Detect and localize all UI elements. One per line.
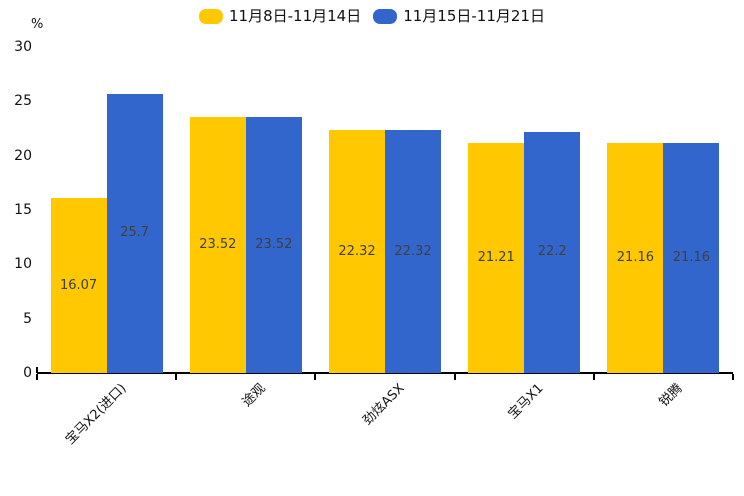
- x-category-label-1: 宝马X2(进口): [62, 381, 130, 448]
- y-axis-unit-label: %: [31, 17, 44, 32]
- bar-value-label: 21.21: [477, 249, 515, 265]
- bar-series1-2: [189, 117, 246, 373]
- x-axis-tick: [175, 374, 178, 380]
- bar-value-label: 22.32: [394, 243, 432, 259]
- bar-value-label: 22.2: [537, 244, 567, 260]
- bar-series1-5: [607, 143, 664, 373]
- y-tick-label-20: 20: [14, 147, 32, 164]
- bar-value-label: 16.07: [59, 277, 98, 293]
- bar-series2-2: [245, 117, 302, 373]
- legend-label-week2: 11月15日-11月21日: [403, 7, 545, 25]
- x-category-label-2: 途观: [239, 381, 269, 411]
- x-category-label-4: 宝马X1: [505, 381, 547, 423]
- y-tick-label-10: 10: [14, 256, 32, 273]
- bar-value-label: 23.52: [199, 237, 237, 253]
- bar-value-label: 22.32: [338, 243, 376, 259]
- y-tick-label-25: 25: [14, 93, 32, 110]
- x-axis-line: [37, 372, 733, 374]
- x-axis-tick: [314, 374, 317, 380]
- bar-value-label: 21.16: [616, 250, 654, 266]
- bar-series2-4: [524, 131, 581, 373]
- legend-item-week2: 11月15日-11月21日: [373, 7, 545, 25]
- bar-value-label: 21.16: [672, 250, 710, 266]
- x-axis-tick: [453, 374, 456, 380]
- x-axis-tick: [36, 374, 38, 380]
- bar-series2-5: [663, 143, 720, 373]
- legend-swatch-week1-icon: [199, 8, 223, 24]
- bar-series2-1: [106, 93, 163, 373]
- y-tick-label-5: 5: [23, 310, 32, 327]
- bar-value-label: 23.52: [255, 237, 293, 253]
- y-tick-label-15: 15: [14, 202, 32, 218]
- bar-series1-4: [468, 142, 525, 373]
- bar-series1-3: [329, 130, 385, 373]
- bar-value-label: 25.7: [120, 225, 150, 241]
- x-category-label-5: 锐腾: [656, 381, 686, 411]
- y-tick-label-30: 30: [14, 39, 32, 55]
- x-axis-tick: [732, 374, 734, 380]
- chart-legend: 11月8日-11月14日 11月15日-11月21日: [0, 7, 744, 25]
- x-category-label-3: 劲炫ASX: [360, 381, 408, 429]
- legend-item-week1: 11月8日-11月14日: [199, 7, 361, 25]
- x-axis-tick: [592, 374, 595, 380]
- bar-series1-1: [50, 198, 107, 373]
- bar-series2-3: [385, 130, 441, 373]
- y-tick-label-0: 0: [23, 365, 32, 381]
- legend-swatch-week2-icon: [373, 8, 398, 24]
- y-axis-stub: [36, 367, 38, 373]
- legend-label-week1: 11月8日-11月14日: [229, 7, 362, 25]
